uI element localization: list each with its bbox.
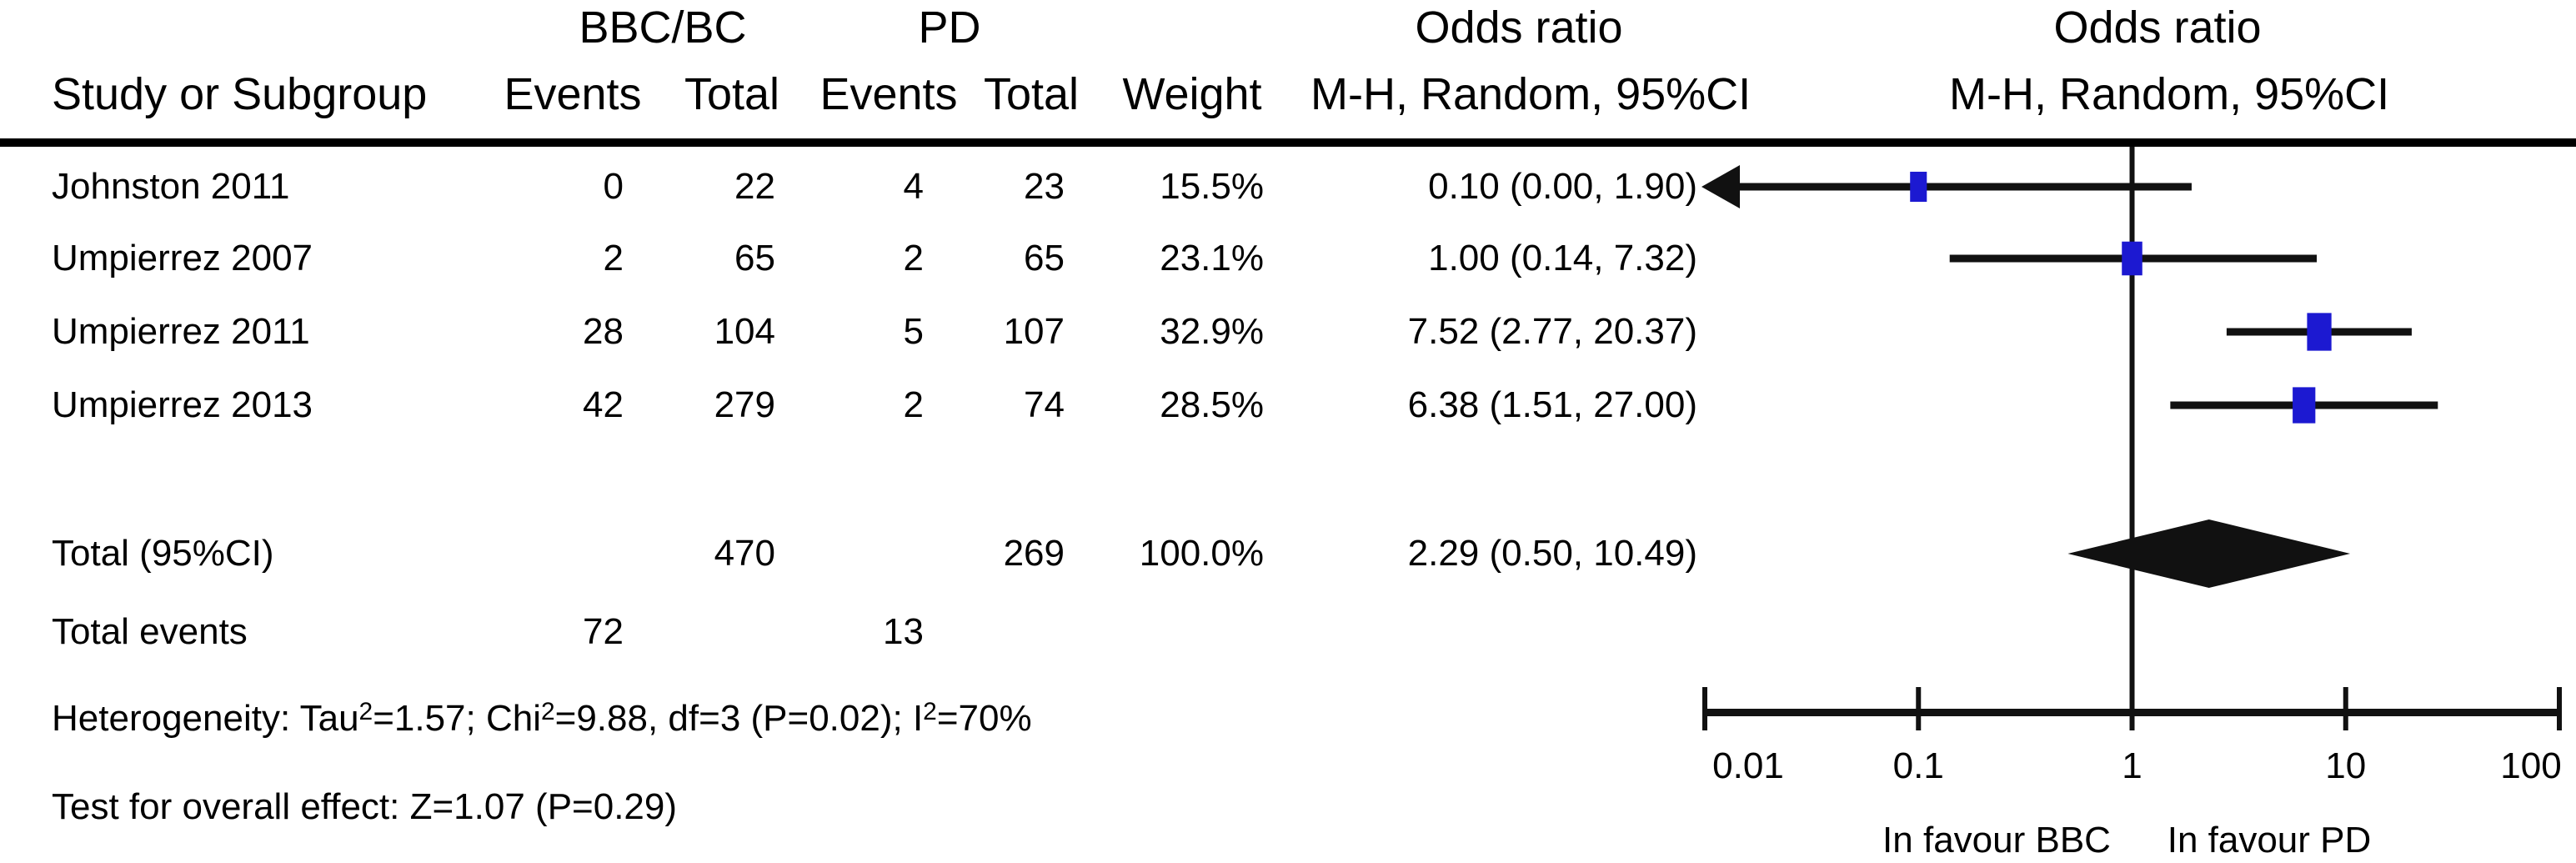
stats-text: =70%	[936, 698, 1032, 739]
weight-square-marker	[2122, 241, 2142, 276]
table-row: Umpierrez 2007 2 65 2 65 23.1% 1.00 (0.1…	[0, 233, 1751, 283]
total1-cell: 22	[734, 166, 775, 207]
events2-cell: 13	[883, 611, 924, 652]
events2-column-header: Events	[819, 69, 958, 119]
weight-cell: 100.0%	[1139, 533, 1264, 574]
total-row: Total (95%CI) 470 269 100.0% 2.29 (0.50,…	[0, 529, 1751, 579]
or-ci-cell: 1.00 (0.14, 7.32)	[1428, 238, 1697, 278]
table-row: Umpierrez 2013 42 279 2 74 28.5% 6.38 (1…	[0, 380, 1751, 430]
total1-cell: 470	[714, 533, 775, 574]
total-diamond	[2067, 519, 2351, 588]
events1-cell: 28	[583, 311, 624, 352]
total1-column-header: Total	[684, 69, 780, 119]
axis-tick	[1916, 687, 1922, 730]
total2-cell: 74	[1024, 384, 1065, 425]
study-column-header: Study or Subgroup	[52, 69, 428, 119]
axis-tick	[2343, 687, 2348, 730]
group1-header: BBC/BC	[579, 3, 747, 53]
events1-column-header: Events	[504, 69, 642, 119]
reference-line	[2129, 147, 2135, 716]
axis-tick	[1702, 687, 1707, 730]
axis-tick-label: 10	[2325, 745, 2366, 786]
total1-cell: 104	[714, 311, 775, 352]
favour-left-label: In favour BBC	[1882, 820, 2111, 860]
header-divider	[0, 138, 2576, 147]
total1-cell: 65	[734, 238, 775, 278]
superscript: 2	[358, 697, 373, 725]
weight-square-marker	[1910, 171, 1927, 203]
table-row: Umpierrez 2011 28 104 5 107 32.9% 7.52 (…	[0, 307, 1751, 357]
study-name: Umpierrez 2007	[52, 238, 313, 278]
total-events-row: Total events 72 13	[0, 607, 1751, 657]
mh-ci-header-right: M-H, Random, 95%CI	[1949, 69, 2390, 119]
group2-header: PD	[918, 3, 981, 53]
weight-column-header: Weight	[1122, 69, 1262, 119]
axis-tick-label: 100	[2500, 745, 2561, 786]
study-name: Johnston 2011	[52, 166, 290, 207]
superscript: 2	[541, 697, 555, 725]
axis-tick	[2557, 687, 2562, 730]
total2-column-header: Total	[983, 69, 1080, 119]
axis-tick-label: 0.01	[1712, 745, 1784, 786]
total2-cell: 65	[1024, 238, 1065, 278]
stats-text: =9.88, df=3 (P=0.02); I	[554, 698, 924, 739]
events2-cell: 4	[903, 166, 924, 207]
events2-cell: 2	[903, 384, 924, 425]
mh-ci-header-left: M-H, Random, 95%CI	[1311, 69, 1752, 119]
ci-clip-arrow	[1701, 165, 1740, 208]
or-ci-cell: 7.52 (2.77, 20.37)	[1407, 311, 1697, 352]
events1-cell: 2	[603, 238, 624, 278]
total-label: Total (95%CI)	[52, 533, 274, 574]
total1-cell: 279	[714, 384, 775, 425]
weight-square-marker	[2293, 387, 2316, 424]
weight-cell: 15.5%	[1160, 166, 1264, 207]
events2-cell: 2	[903, 238, 924, 278]
axis-tick-label: 1	[2122, 745, 2142, 786]
or-ci-cell: 0.10 (0.00, 1.90)	[1428, 166, 1697, 207]
odds-ratio-header-right: Odds ratio	[2053, 3, 2262, 53]
superscript: 2	[923, 697, 937, 725]
weight-cell: 23.1%	[1160, 238, 1264, 278]
study-name: Umpierrez 2011	[52, 311, 310, 352]
table-row: Johnston 2011 0 22 4 23 15.5% 0.10 (0.00…	[0, 162, 1751, 212]
events1-cell: 72	[583, 611, 624, 652]
weight-cell: 32.9%	[1160, 311, 1264, 352]
axis-tick	[2129, 687, 2135, 730]
total2-cell: 23	[1024, 166, 1065, 207]
stats-text: =1.57; Chi	[373, 698, 541, 739]
total-events-label: Total events	[52, 611, 248, 652]
or-ci-cell: 2.29 (0.50, 10.49)	[1407, 533, 1697, 574]
weight-square-marker	[2307, 313, 2332, 351]
stats-text: Heterogeneity: Tau	[52, 698, 359, 739]
favour-right-label: In favour PD	[2167, 820, 2372, 860]
odds-ratio-header-left: Odds ratio	[1415, 3, 1623, 53]
events1-cell: 42	[583, 384, 624, 425]
axis-tick-label: 0.1	[1893, 745, 1944, 786]
weight-cell: 28.5%	[1160, 384, 1264, 425]
events1-cell: 0	[603, 166, 624, 207]
events2-cell: 5	[903, 311, 924, 352]
total2-cell: 107	[1003, 311, 1065, 352]
or-ci-cell: 6.38 (1.51, 27.00)	[1407, 384, 1697, 425]
ci-line	[1732, 183, 2192, 191]
heterogeneity-stats: Heterogeneity: Tau2=1.57; Chi2=9.88, df=…	[52, 694, 1469, 744]
total2-cell: 269	[1003, 533, 1065, 574]
overall-effect-stats: Test for overall effect: Z=1.07 (P=0.29)	[52, 786, 678, 827]
study-name: Umpierrez 2013	[52, 384, 313, 425]
